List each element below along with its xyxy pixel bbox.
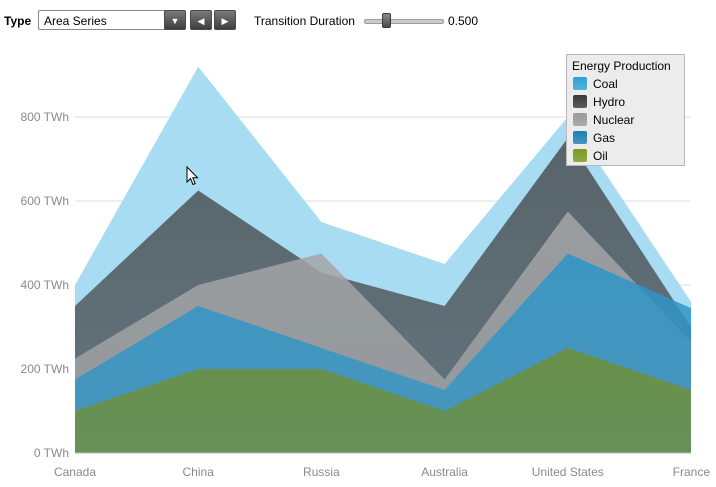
- y-tick-label: 800 TWh: [21, 110, 69, 124]
- legend-title: Energy Production: [572, 59, 671, 73]
- slider-track[interactable]: [364, 19, 444, 24]
- chevron-right-icon: ▶: [221, 16, 229, 26]
- axes: Canada China Russia Australia United States F…: [54, 452, 711, 479]
- legend-item-gas: Gas: [573, 130, 681, 146]
- x-tick-label: France: [673, 465, 711, 479]
- chevron-down-icon[interactable]: ▼: [164, 10, 186, 30]
- legend-swatch: [573, 113, 587, 126]
- legend-label: Hydro: [593, 95, 626, 109]
- mouse-pointer-icon: [186, 166, 199, 186]
- y-tick-label: 600 TWh: [21, 194, 69, 208]
- x-tick-label: Australia: [421, 465, 468, 479]
- slider-thumb[interactable]: [382, 13, 391, 28]
- legend-item-coal: Coal: [573, 76, 681, 92]
- transition-duration-value: 0.500: [448, 14, 479, 28]
- chevron-left-icon: ◀: [197, 16, 205, 26]
- x-tick-label: China: [183, 465, 215, 479]
- legend-item-nuclear: Nuclear: [573, 112, 681, 128]
- toolbar: Type Area Series ▼ ◀ ▶ Transition Durati…: [4, 10, 704, 32]
- x-tick-label: United States: [532, 465, 604, 479]
- legend-swatch: [573, 149, 587, 162]
- legend-label: Coal: [593, 77, 618, 91]
- transition-duration-slider[interactable]: [364, 10, 444, 30]
- type-dropdown[interactable]: Area Series ▼: [38, 10, 186, 30]
- x-tick-label: Russia: [303, 465, 340, 479]
- area-oil: [75, 348, 691, 453]
- x-tick-label: Canada: [54, 465, 96, 479]
- legend-swatch: [573, 95, 587, 108]
- next-button[interactable]: ▶: [214, 10, 236, 30]
- legend-label: Gas: [593, 131, 616, 145]
- legend-swatch: [573, 77, 587, 90]
- y-tick-label: 200 TWh: [21, 362, 69, 376]
- legend-label: Oil: [593, 149, 608, 163]
- legend: Energy Production Coal Hydro Nuclear Gas Oil: [566, 54, 685, 166]
- y-tick-label: 0 TWh: [34, 446, 69, 460]
- legend-swatch: [573, 131, 587, 144]
- area-series: [75, 66, 691, 453]
- y-tick-label: 400 TWh: [21, 278, 69, 292]
- legend-item-hydro: Hydro: [573, 94, 681, 110]
- type-dropdown-value: Area Series: [44, 14, 107, 28]
- type-label: Type: [4, 14, 32, 28]
- previous-button[interactable]: ◀: [190, 10, 212, 30]
- transition-duration-label: Transition Duration: [254, 14, 355, 28]
- legend-label: Nuclear: [593, 113, 635, 127]
- legend-item-oil: Oil: [573, 148, 681, 164]
